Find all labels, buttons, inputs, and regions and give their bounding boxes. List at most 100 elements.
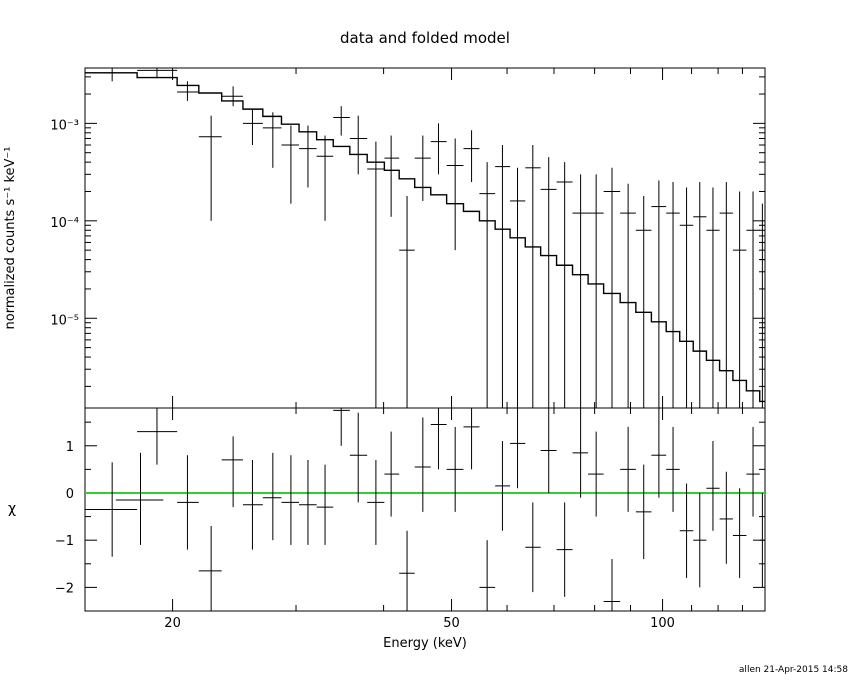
residual-point: [115, 452, 164, 545]
lower-y-axis-label: χ: [8, 501, 16, 517]
y-tick-label: 10⁻³: [50, 118, 79, 133]
y-tick-label: 1: [66, 440, 74, 455]
chart-title: data and folded model: [340, 29, 510, 47]
data-point: [367, 141, 385, 408]
data-point: [177, 81, 199, 101]
model-step-path: [85, 72, 765, 403]
data-point: [635, 195, 652, 408]
residual-point: [242, 459, 263, 550]
upper-panel-frame: [84, 67, 766, 409]
residual-point: [651, 408, 667, 498]
residual-point: [588, 431, 604, 517]
residual-point: [693, 492, 707, 588]
residual-point: [666, 426, 680, 512]
data-point: [446, 138, 464, 251]
residual-point: [479, 540, 496, 611]
data-point: [137, 68, 178, 79]
residual-point: [603, 559, 621, 611]
data-point: [299, 125, 317, 188]
data-point: [572, 174, 589, 408]
residual-point: [525, 502, 541, 593]
residual-point: [495, 441, 511, 531]
residual-point: [679, 483, 694, 578]
data-point: [620, 183, 636, 408]
footer-stamp: allen 21-Apr-2015 14:58: [739, 665, 848, 675]
y-tick-label: 0: [66, 487, 74, 502]
x-tick-label: 20: [164, 616, 181, 631]
data-point: [198, 115, 222, 221]
residual-point: [137, 408, 178, 465]
residual-point: [510, 408, 526, 489]
data-point: [262, 112, 282, 168]
residual-point: [399, 530, 415, 611]
data-point: [588, 174, 604, 408]
residual-point: [221, 436, 243, 508]
residual-point: [620, 426, 636, 512]
data-point: [85, 68, 138, 82]
folded-model-line: [85, 72, 765, 403]
residual-point: [333, 408, 350, 446]
data-point: [651, 180, 667, 408]
residual-point: [281, 455, 300, 545]
data-point: [556, 162, 573, 408]
data-point: [706, 187, 720, 408]
residual-point: [556, 502, 573, 597]
data-point: [540, 157, 557, 408]
residual-point: [349, 412, 368, 503]
residual-point: [316, 464, 334, 545]
x-tick-label: 50: [443, 616, 460, 631]
data-point: [525, 144, 541, 408]
residual-point: [384, 431, 400, 517]
residual-point: [198, 526, 222, 611]
residual-point: [732, 488, 747, 578]
residual-point: [746, 426, 760, 517]
y-tick-label: −2: [55, 581, 74, 596]
residual-point: [540, 408, 557, 493]
data-point: [510, 167, 526, 408]
residual-point: [430, 408, 447, 470]
data-point: [221, 86, 243, 107]
data-point: [719, 182, 733, 408]
data-points: [85, 68, 765, 408]
residual-point: [85, 462, 138, 557]
residual-points: [85, 408, 765, 611]
data-point: [384, 135, 400, 217]
y-tick-label: 10⁻⁵: [50, 313, 79, 328]
residual-point: [463, 408, 480, 470]
data-point: [732, 191, 747, 408]
data-point: [603, 167, 621, 408]
data-point: [316, 135, 334, 221]
residual-point: [635, 464, 652, 560]
data-point: [430, 123, 447, 175]
residual-point: [706, 441, 720, 531]
x-axis-label: Energy (keV): [383, 636, 467, 651]
data-point: [333, 106, 350, 136]
residual-point: [177, 455, 199, 550]
data-point: [679, 187, 694, 408]
residual-point: [446, 426, 464, 512]
residual-point: [759, 492, 765, 588]
residual-point: [367, 459, 385, 545]
x-tick-label: 100: [650, 616, 675, 631]
y-tick-label: −1: [55, 534, 74, 549]
data-point: [281, 125, 300, 204]
data-point: [759, 203, 765, 408]
data-point: [746, 191, 760, 408]
residual-point: [262, 452, 282, 541]
data-point: [399, 195, 415, 408]
y-tick-label: 10⁻⁴: [50, 216, 79, 231]
residual-point: [299, 459, 317, 545]
upper-axis-ticks: 10⁻³ 10⁻⁴ 10⁻⁵: [50, 68, 765, 408]
residual-point: [719, 471, 733, 564]
data-point: [349, 115, 368, 175]
data-point: [242, 109, 263, 145]
residual-point: [414, 417, 431, 512]
data-point: [414, 135, 431, 201]
upper-y-axis-label: normalized counts s⁻¹ keV⁻¹: [3, 147, 18, 330]
data-point: [463, 130, 480, 183]
data-point: [479, 162, 496, 408]
residual-point: [572, 408, 589, 498]
data-point: [495, 144, 511, 408]
data-point: [666, 182, 680, 408]
